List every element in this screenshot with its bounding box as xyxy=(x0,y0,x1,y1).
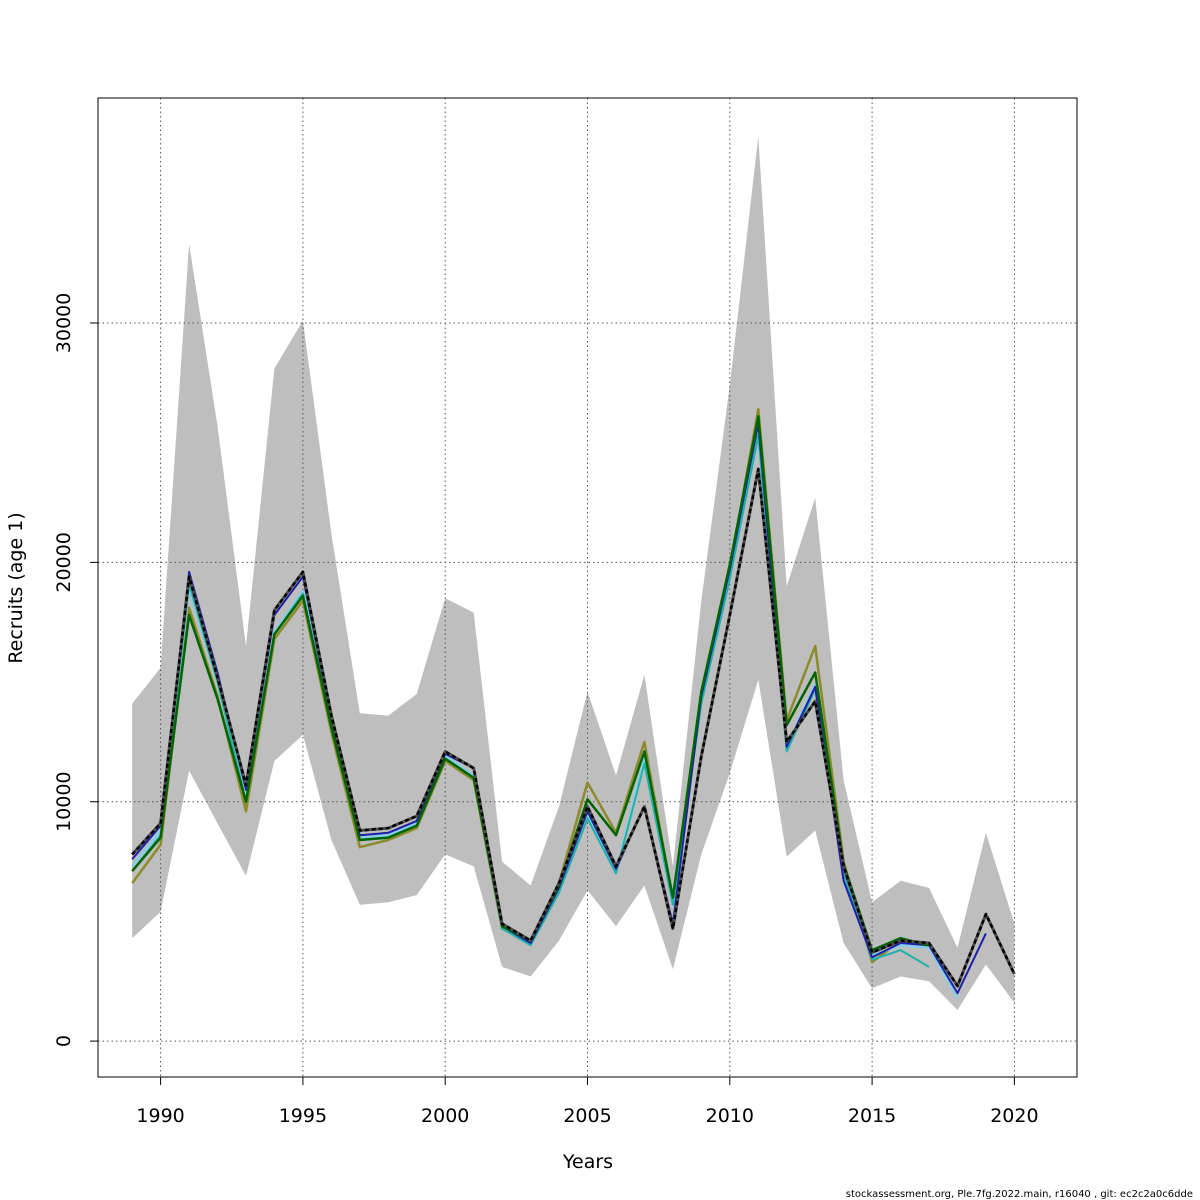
confidence-band-layer xyxy=(132,136,1015,1011)
y-tick-label: 0 xyxy=(53,1035,75,1047)
axis-layer: 1990 1995 2000 2005 2010 2015 2020 0 10000 20000 3… xyxy=(53,293,1039,1127)
x-tick-label: 2010 xyxy=(706,1105,754,1127)
y-tick-label: 20000 xyxy=(53,532,75,592)
x-tick-label: 2020 xyxy=(990,1105,1038,1127)
confidence-band xyxy=(132,136,1015,1011)
x-tick-label: 2000 xyxy=(421,1105,469,1127)
series-layer xyxy=(131,407,1016,999)
x-axis-title: Years xyxy=(562,1151,613,1173)
y-tick-label: 10000 xyxy=(53,771,75,831)
y-axis-title: Recruits (age 1) xyxy=(5,512,27,663)
grid-layer xyxy=(98,98,1077,1077)
y-tick-label: 30000 xyxy=(53,293,75,353)
x-tick-label: 2005 xyxy=(563,1105,611,1127)
x-tick-label: 1995 xyxy=(279,1105,327,1127)
series-line-black-dashed xyxy=(131,467,1016,988)
x-tick-label: 2015 xyxy=(848,1105,896,1127)
x-tick-label: 1990 xyxy=(136,1105,184,1127)
footer-credit: stockassessment.org, Ple.7fg.2022.main, … xyxy=(846,1189,1193,1200)
